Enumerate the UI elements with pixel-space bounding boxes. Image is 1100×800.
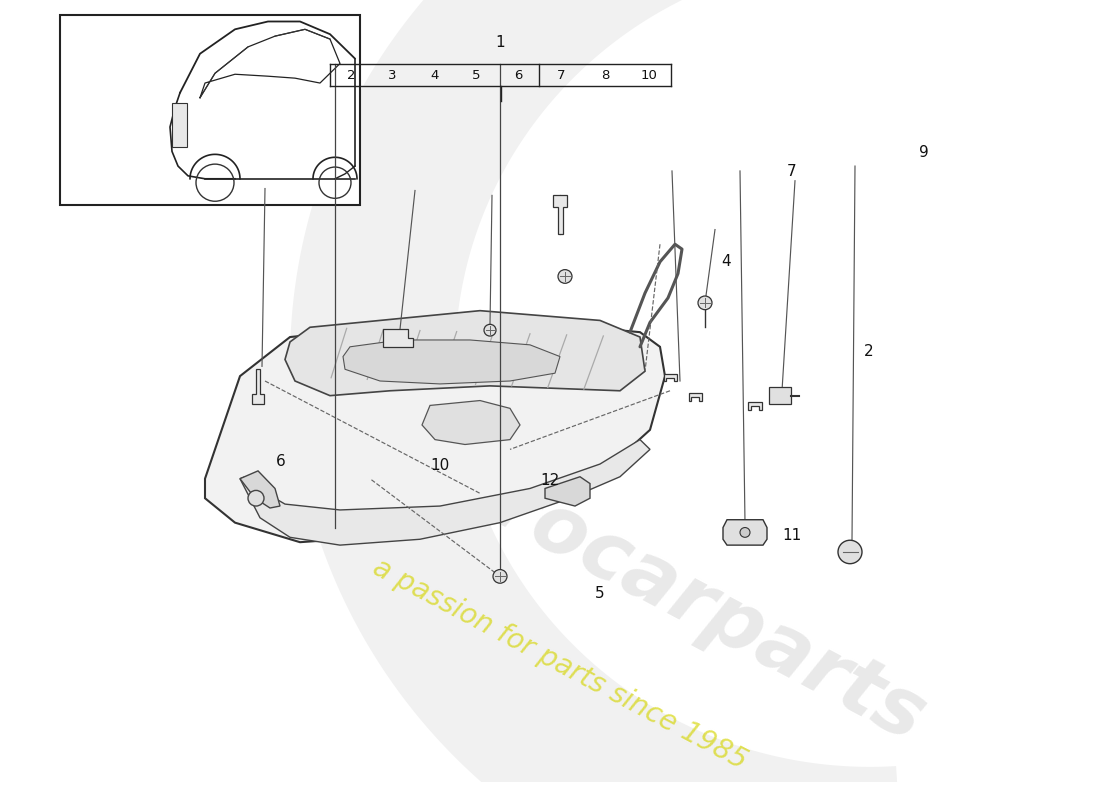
- Polygon shape: [240, 471, 280, 508]
- Polygon shape: [748, 402, 762, 410]
- Polygon shape: [663, 374, 676, 381]
- Circle shape: [248, 490, 264, 506]
- Text: a passion for parts since 1985: a passion for parts since 1985: [368, 554, 751, 775]
- Text: 1: 1: [496, 35, 505, 50]
- Text: 7: 7: [788, 165, 796, 179]
- Text: 12: 12: [540, 473, 560, 488]
- Text: eurocarparts: eurocarparts: [383, 414, 937, 758]
- Text: 10: 10: [430, 458, 450, 473]
- Polygon shape: [285, 310, 645, 396]
- Circle shape: [558, 270, 572, 283]
- Polygon shape: [252, 370, 264, 405]
- Text: 9: 9: [920, 145, 928, 160]
- Text: 4: 4: [430, 69, 439, 82]
- Polygon shape: [205, 318, 666, 542]
- Polygon shape: [553, 195, 566, 234]
- Text: 11: 11: [782, 528, 802, 543]
- Polygon shape: [689, 394, 702, 401]
- Polygon shape: [422, 401, 520, 445]
- Text: 2: 2: [346, 69, 355, 82]
- Circle shape: [698, 296, 712, 310]
- Circle shape: [740, 527, 750, 538]
- Circle shape: [484, 324, 496, 336]
- Text: 10: 10: [640, 69, 658, 82]
- Text: 2: 2: [865, 344, 873, 359]
- Text: 5: 5: [472, 69, 481, 82]
- Text: 7: 7: [557, 69, 565, 82]
- Bar: [60, 14, 360, 205]
- Text: 6: 6: [276, 454, 285, 469]
- Polygon shape: [544, 477, 590, 506]
- Polygon shape: [240, 440, 650, 545]
- Text: 4: 4: [722, 254, 730, 270]
- Polygon shape: [343, 340, 560, 384]
- Text: 5: 5: [595, 586, 604, 602]
- Text: 3: 3: [388, 69, 397, 82]
- Text: 6: 6: [514, 69, 522, 82]
- Bar: [172, 102, 187, 146]
- Polygon shape: [383, 330, 412, 347]
- Polygon shape: [723, 520, 767, 545]
- Text: 8: 8: [601, 69, 609, 82]
- Circle shape: [493, 570, 507, 583]
- Circle shape: [838, 540, 862, 564]
- Polygon shape: [290, 0, 906, 800]
- Bar: [769, 387, 791, 405]
